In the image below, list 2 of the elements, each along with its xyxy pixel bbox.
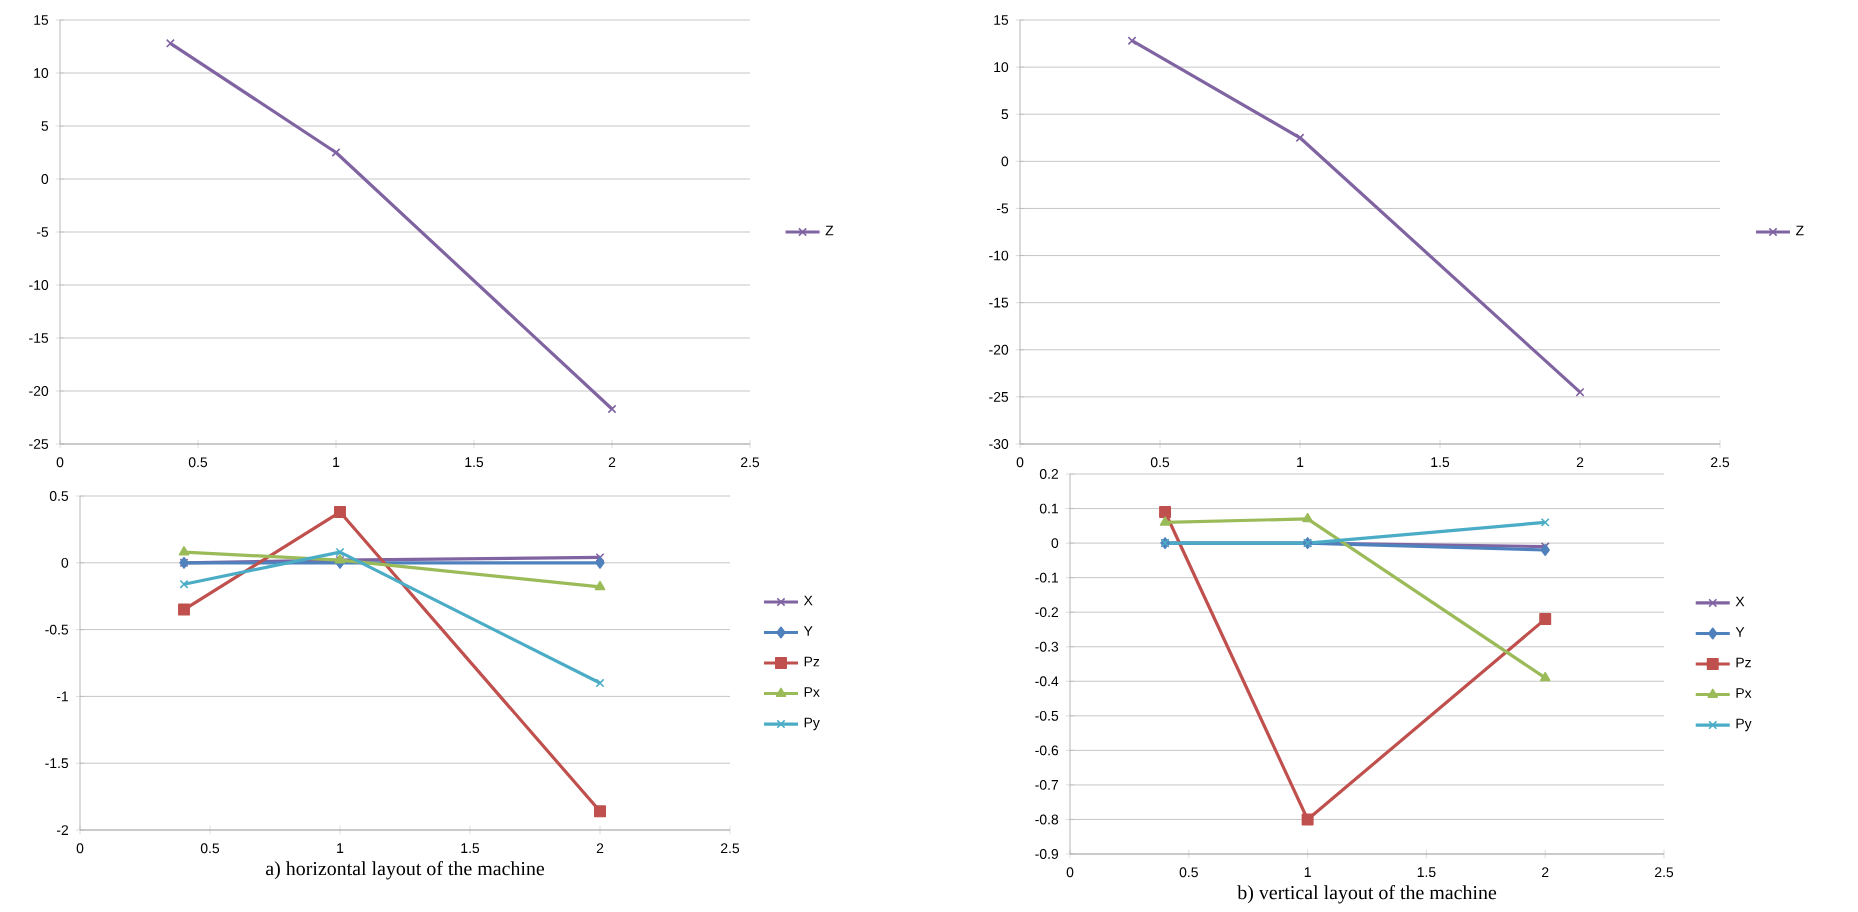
text: b) vertical layout of the machine bbox=[1237, 885, 1497, 904]
text: a) horizontal layout of the machine bbox=[265, 861, 545, 880]
